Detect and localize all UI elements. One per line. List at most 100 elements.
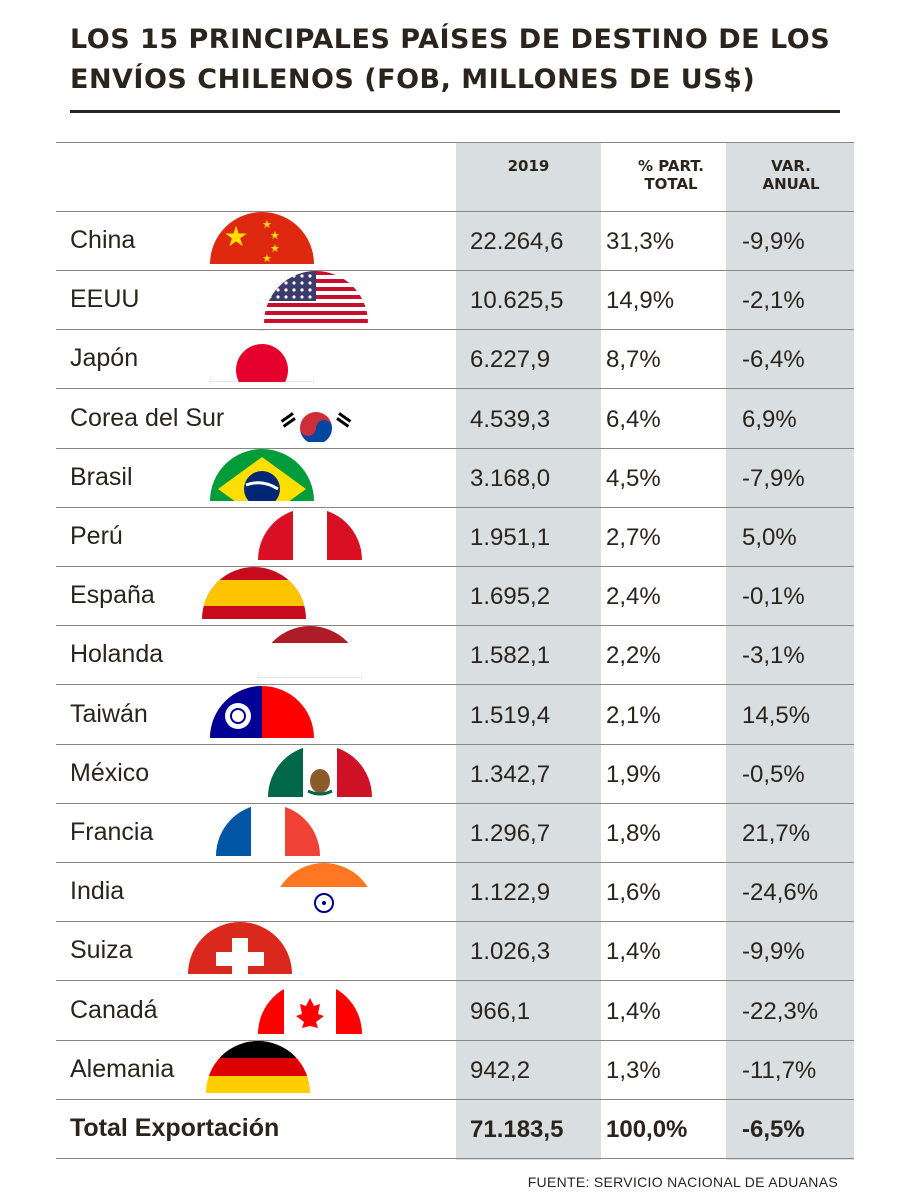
country-name-francia: Francia bbox=[70, 818, 154, 846]
country-name-canada: Canadá bbox=[70, 995, 158, 1024]
header-part-total: % PART. TOTAL bbox=[637, 157, 704, 193]
table-row: Canadá 966,1 1,4% -22,3% bbox=[56, 981, 854, 1041]
title-divider bbox=[70, 110, 840, 113]
value-2019: 10.625,5 bbox=[470, 287, 564, 315]
column-shade-2019 bbox=[456, 142, 601, 1160]
value-2019: 1.695,2 bbox=[470, 583, 551, 611]
table-row: India 1.122,9 1,6% -24,6% bbox=[56, 863, 854, 923]
value-var-anual: -2,1% bbox=[742, 287, 805, 315]
value-2019: 1.342,7 bbox=[470, 760, 551, 788]
value-part-total: 1,3% bbox=[606, 1056, 661, 1084]
value-2019: 966,1 bbox=[470, 997, 531, 1025]
table-row: Holanda 1.582,1 2,2% -3,1% bbox=[56, 626, 854, 686]
value-var-anual: 21,7% bbox=[742, 820, 811, 847]
table-row: México 1.342,7 1,9% -0,5% bbox=[56, 744, 854, 804]
country-name-espana: España bbox=[70, 581, 155, 610]
value-var-anual: -7,9% bbox=[742, 464, 805, 492]
flag-germany-icon bbox=[206, 1040, 310, 1093]
value-var-anual: -9,9% bbox=[742, 938, 805, 966]
value-part-total: 1,4% bbox=[606, 938, 661, 966]
table-row: Suiza 1.026,3 1,4% -9,9% bbox=[56, 922, 854, 982]
value-part-total: 2,2% bbox=[606, 642, 661, 670]
flag-india-icon bbox=[272, 863, 376, 916]
value-part-total: 4,5% bbox=[606, 464, 661, 492]
total-row: Total Exportación 71.183,5 100,0% -6,5% bbox=[56, 1100, 854, 1159]
total-value-2019: 71.183,5 bbox=[470, 1116, 564, 1143]
value-part-total: 14,9% bbox=[606, 287, 675, 315]
value-part-total: 8,7% bbox=[606, 346, 661, 374]
value-part-total: 31,3% bbox=[606, 228, 675, 255]
table-row: Alemania 942,2 1,3% -11,7% bbox=[56, 1040, 854, 1100]
table-row: Corea del Sur 4.539,3 6,4% 6,9% bbox=[56, 389, 854, 449]
svg-text:★: ★ bbox=[262, 253, 272, 264]
flag-spain-icon bbox=[202, 567, 306, 620]
value-2019: 942,2 bbox=[470, 1056, 531, 1084]
value-part-total: 2,4% bbox=[606, 583, 661, 611]
country-name-eeuu: EEUU bbox=[70, 285, 140, 314]
flag-france-icon bbox=[216, 804, 320, 856]
total-value-part: 100,0% bbox=[606, 1116, 688, 1143]
value-var-anual: -6,4% bbox=[742, 346, 805, 374]
value-2019: 1.026,3 bbox=[470, 938, 551, 966]
value-2019: 1.122,9 bbox=[470, 879, 551, 907]
value-2019: 1.519,4 bbox=[470, 701, 551, 729]
table-header: 2019 % PART. TOTAL VAR. ANUAL bbox=[56, 142, 854, 212]
value-var-anual: -9,9% bbox=[742, 228, 805, 255]
table-row: Perú 1.951,1 2,7% 5,0% bbox=[56, 508, 854, 567]
value-part-total: 6,4% bbox=[606, 405, 661, 433]
value-var-anual: -11,7% bbox=[742, 1056, 817, 1084]
country-name-mexico: México bbox=[70, 758, 150, 787]
value-part-total: 2,7% bbox=[606, 524, 661, 551]
value-var-anual: -24,6% bbox=[742, 879, 819, 907]
flag-japan-icon bbox=[210, 330, 314, 383]
svg-text:★: ★ bbox=[223, 221, 248, 252]
table-row: Taiwán 1.519,4 2,1% 14,5% bbox=[56, 685, 854, 745]
country-name-corea-del-sur: Corea del Sur bbox=[70, 403, 225, 432]
value-part-total: 2,1% bbox=[606, 701, 661, 729]
total-value-var: -6,5% bbox=[742, 1116, 805, 1143]
value-2019: 1.296,7 bbox=[470, 820, 551, 847]
flag-peru-icon bbox=[258, 508, 362, 560]
country-name-suiza: Suiza bbox=[70, 936, 133, 965]
table-row: Francia 1.296,7 1,8% 21,7% bbox=[56, 804, 854, 863]
value-part-total: 1,8% bbox=[606, 820, 661, 847]
svg-text:★: ★ bbox=[270, 230, 280, 242]
table-row: EEUU 10.625,5 14,9% -2,1% bbox=[56, 271, 854, 331]
value-2019: 1.951,1 bbox=[470, 524, 551, 551]
flag-taiwan-icon bbox=[210, 685, 314, 738]
flag-china-icon: ★ ★ ★ ★ ★ bbox=[210, 212, 314, 264]
value-part-total: 1,6% bbox=[606, 879, 661, 907]
value-2019: 1.582,1 bbox=[470, 642, 551, 670]
value-var-anual: -3,1% bbox=[742, 642, 805, 670]
flag-south-korea-icon bbox=[264, 389, 368, 442]
country-name-india: India bbox=[70, 877, 125, 906]
header-2019: 2019 bbox=[507, 157, 550, 175]
flag-canada-icon bbox=[258, 981, 362, 1034]
value-2019: 3.168,0 bbox=[470, 464, 551, 492]
svg-text:★: ★ bbox=[262, 219, 272, 231]
value-var-anual: 14,5% bbox=[742, 701, 811, 729]
value-var-anual: 5,0% bbox=[742, 524, 797, 551]
svg-text:★: ★ bbox=[270, 243, 280, 255]
value-2019: 6.227,9 bbox=[470, 346, 551, 374]
header-var-anual: VAR. ANUAL bbox=[762, 157, 820, 193]
table-row: Brasil 3.168,0 4,5% -7,9% bbox=[56, 448, 854, 508]
source-note: FUENTE: SERVICIO NACIONAL DE ADUANAS bbox=[527, 1174, 838, 1190]
value-2019: 22.264,6 bbox=[470, 228, 564, 255]
total-label: Total Exportación bbox=[70, 1114, 280, 1142]
table-row: Japón 6.227,9 8,7% -6,4% bbox=[56, 330, 854, 390]
flag-netherlands-icon bbox=[258, 626, 362, 679]
value-part-total: 1,4% bbox=[606, 997, 661, 1025]
table-row: ★ ★ ★ ★ ★ China 22.264,6 31,3% -9,9% bbox=[56, 212, 854, 271]
value-part-total: 1,9% bbox=[606, 760, 661, 788]
value-var-anual: -0,5% bbox=[742, 760, 805, 788]
flag-switzerland-icon bbox=[188, 922, 292, 975]
column-shade-var bbox=[726, 142, 854, 1160]
chart-title: LOS 15 PRINCIPALES PAÍSES DE DESTINO DE … bbox=[70, 24, 831, 95]
value-var-anual: -22,3% bbox=[742, 997, 819, 1025]
country-name-japon: Japón bbox=[70, 344, 139, 373]
country-name-china: China bbox=[70, 226, 136, 254]
table-row: España 1.695,2 2,4% -0,1% bbox=[56, 567, 854, 627]
value-var-anual: -0,1% bbox=[742, 583, 805, 611]
country-name-alemania: Alemania bbox=[70, 1054, 175, 1083]
